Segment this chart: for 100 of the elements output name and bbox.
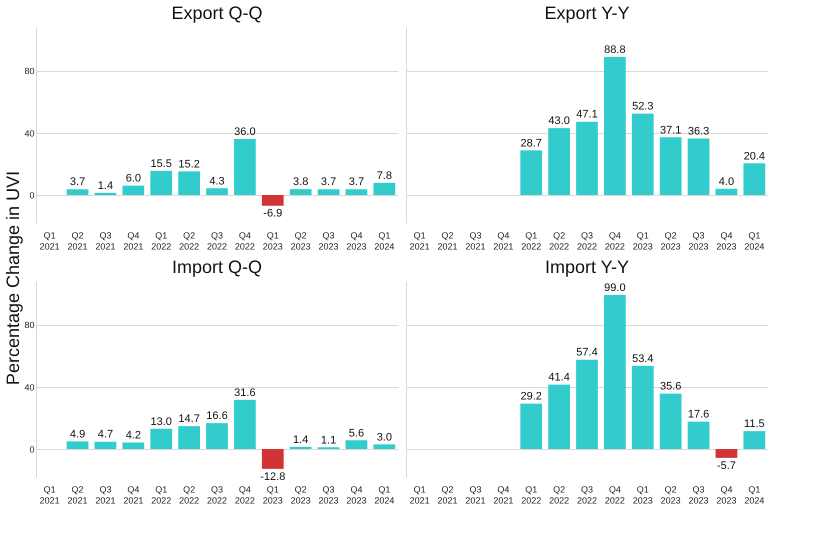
- y-tick-label: 80: [24, 66, 34, 76]
- data-label: 52.3: [632, 100, 654, 113]
- x-tick-label: Q4 2021: [493, 230, 514, 252]
- data-label: 1.4: [98, 180, 114, 192]
- data-label: 5.6: [348, 427, 364, 440]
- x-tick-label: Q1 2024: [744, 230, 764, 252]
- x-tick-label: Q1 2021: [410, 484, 430, 506]
- x-tick-label: Q1 2023: [262, 230, 283, 252]
- x-tick-label: Q4 2023: [716, 230, 736, 252]
- data-label: 99.0: [604, 282, 626, 294]
- x-tick-label: Q1 2022: [151, 484, 172, 506]
- x-tick-label: Q4 2023: [346, 484, 366, 506]
- bar: [150, 170, 172, 195]
- data-label: 36.0: [234, 126, 256, 138]
- bar: [150, 428, 172, 449]
- data-label: 3.8: [293, 176, 308, 188]
- bar: [122, 186, 144, 195]
- x-tick-label: Q3 2021: [465, 484, 486, 506]
- bar: [290, 189, 312, 195]
- x-tick-label: Q2 2022: [549, 484, 570, 506]
- y-tick-label: 40: [24, 128, 34, 138]
- bar: [520, 150, 542, 195]
- data-label: 4.0: [718, 176, 734, 188]
- x-tick-label: Q1 2021: [40, 484, 60, 506]
- x-tick-label: Q3 2023: [688, 230, 709, 252]
- bar: [346, 440, 368, 449]
- bar: [743, 163, 766, 195]
- bar: [576, 360, 598, 449]
- chart-title: Export Q-Q: [171, 3, 263, 23]
- x-tick-label: Q2 2021: [68, 230, 88, 252]
- data-label: 20.4: [744, 150, 766, 162]
- data-label: 4.7: [98, 428, 114, 441]
- x-tick-label: Q2 2022: [179, 484, 200, 506]
- bar: [688, 138, 710, 195]
- x-tick-label: Q3 2023: [318, 484, 339, 506]
- x-tick-label: Q3 2021: [95, 484, 116, 506]
- bar: [234, 139, 256, 195]
- x-tick-label: Q2 2021: [68, 484, 88, 506]
- data-label: 36.3: [688, 126, 710, 138]
- data-label: 14.7: [178, 413, 200, 426]
- x-tick-label: Q3 2023: [318, 230, 339, 252]
- x-tick-label: Q4 2022: [604, 230, 625, 252]
- data-label: 15.2: [178, 158, 200, 170]
- data-label: 16.6: [206, 410, 228, 422]
- data-label: 4.3: [209, 175, 225, 188]
- x-tick-label: Q2 2021: [438, 484, 458, 506]
- data-label: 11.5: [744, 418, 765, 430]
- x-tick-label: Q1 2021: [410, 230, 430, 252]
- bar: [688, 422, 710, 449]
- bar: [373, 444, 396, 449]
- bar: [604, 295, 626, 449]
- data-label: 4.2: [126, 429, 141, 442]
- data-label: 47.1: [576, 108, 598, 121]
- x-tick-label: Q3 2021: [465, 230, 486, 252]
- data-label: 3.7: [70, 176, 86, 188]
- x-tick-label: Q4 2021: [123, 484, 144, 506]
- x-tick-label: Q2 2023: [290, 230, 311, 252]
- x-tick-label: Q1 2023: [632, 484, 653, 506]
- data-label: 3.7: [320, 176, 336, 188]
- y-tick-label: 0: [29, 190, 34, 200]
- data-label: 6.0: [126, 172, 141, 185]
- y-tick-label: 40: [24, 382, 34, 392]
- x-tick-label: Q2 2023: [660, 484, 681, 506]
- x-tick-label: Q3 2023: [688, 484, 709, 506]
- bar: [262, 449, 284, 469]
- x-tick-label: Q3 2022: [576, 484, 598, 506]
- x-tick-label: Q4 2021: [493, 484, 514, 506]
- y-tick-label: 80: [24, 320, 34, 330]
- data-label: 3.7: [348, 176, 364, 188]
- bar: [548, 128, 570, 195]
- data-label: 37.1: [660, 124, 682, 136]
- chart-title: Import Y-Y: [544, 257, 630, 277]
- bar: [743, 431, 766, 449]
- x-tick-label: Q2 2022: [179, 230, 200, 252]
- x-tick-label: Q4 2021: [123, 230, 144, 252]
- x-tick-label: Q2 2023: [660, 230, 681, 252]
- bar: [66, 441, 88, 449]
- y-tick-label: 0: [29, 444, 34, 454]
- x-tick-label: Q4 2022: [604, 484, 625, 506]
- bar: [206, 423, 228, 449]
- bar: [520, 404, 542, 449]
- data-label: 13.0: [150, 416, 172, 428]
- bar: [632, 114, 654, 195]
- bar: [548, 384, 570, 449]
- data-label: 29.2: [520, 390, 542, 403]
- x-tick-label: Q1 2023: [262, 484, 283, 506]
- bar: [660, 137, 682, 195]
- x-tick-label: Q1 2022: [521, 230, 542, 252]
- x-tick-label: Q4 2022: [234, 484, 255, 506]
- x-tick-label: Q2 2022: [549, 230, 570, 252]
- chart-title: Export Y-Y: [544, 3, 630, 23]
- bar: [94, 442, 116, 449]
- bar: [206, 188, 228, 195]
- data-label: -12.8: [260, 470, 286, 483]
- data-label: 1.1: [320, 434, 336, 446]
- data-label: 1.4: [293, 434, 308, 446]
- x-tick-label: Q1 2022: [521, 484, 542, 506]
- x-tick-label: Q4 2023: [346, 230, 366, 252]
- data-label: 28.7: [520, 137, 542, 150]
- x-tick-label: Q3 2022: [206, 484, 228, 506]
